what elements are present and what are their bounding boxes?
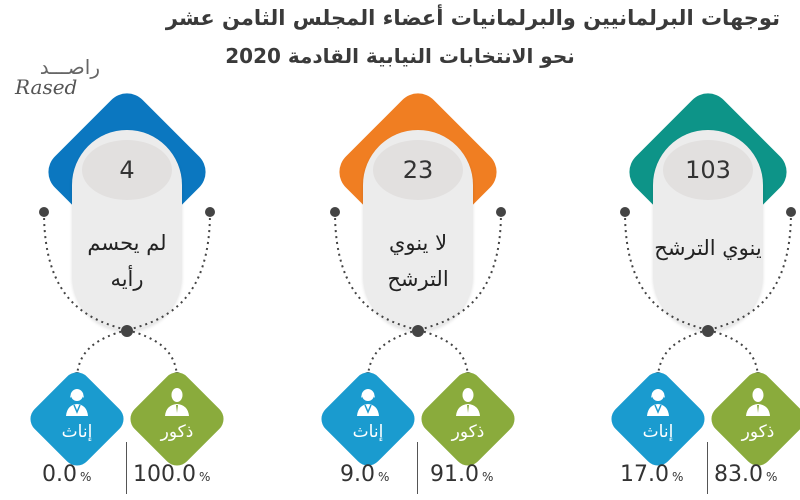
female-percent: 17.0% bbox=[620, 462, 684, 487]
not-running-label-line2: الترشح bbox=[387, 267, 449, 291]
male-label: ذكور bbox=[160, 422, 194, 442]
running-count: 103 bbox=[663, 140, 753, 200]
male-badge: ذكور bbox=[713, 386, 800, 442]
female-badge: إناث bbox=[32, 386, 122, 442]
connector-dot bbox=[330, 207, 340, 217]
connector-dot bbox=[121, 325, 133, 337]
divider bbox=[126, 442, 127, 494]
divider bbox=[707, 442, 708, 494]
female-badge: إناث bbox=[613, 386, 703, 442]
connector-lines-icon bbox=[624, 211, 792, 377]
female-label: إناث bbox=[642, 422, 674, 442]
female-person-icon bbox=[357, 389, 379, 416]
male-label: ذكور bbox=[451, 422, 485, 442]
connector-dot bbox=[205, 207, 215, 217]
connector-lines-icon bbox=[43, 211, 211, 377]
page-title-line2: نحو الانتخابات النيابية القادمة 2020 bbox=[225, 44, 575, 68]
group-undecided: 4 لم يحسم رأيه إناث ذكور 0.0% 100.0% bbox=[24, 84, 230, 500]
male-person-icon bbox=[456, 388, 480, 416]
running-label: ينوي الترشح bbox=[643, 230, 773, 266]
female-label: إناث bbox=[61, 422, 93, 442]
female-person-icon bbox=[66, 389, 88, 416]
male-badge: ذكور bbox=[132, 386, 222, 442]
undecided-label: لم يحسم رأيه bbox=[72, 225, 182, 297]
male-person-icon bbox=[746, 388, 770, 416]
rased-logo: راصـــد Rased bbox=[10, 55, 110, 99]
undecided-label-line1: لم يحسم bbox=[87, 231, 167, 255]
not-running-count: 23 bbox=[373, 140, 463, 200]
not-running-label-line1: لا ينوي bbox=[388, 231, 448, 255]
logo-arabic: راصـــد bbox=[39, 55, 100, 79]
undecided-count: 4 bbox=[82, 140, 172, 200]
connector-dot bbox=[496, 207, 506, 217]
connector-lines-icon bbox=[334, 211, 502, 377]
male-person-icon bbox=[165, 388, 189, 416]
connector-dot bbox=[786, 207, 796, 217]
female-label: إناث bbox=[352, 422, 384, 442]
group-not-running: 23 لا ينوي الترشح إناث ذكور 9.0% 91.0% bbox=[315, 84, 521, 500]
group-running: 103 ينوي الترشح إناث ذكور 17.0% 83.0% bbox=[605, 84, 800, 500]
divider bbox=[417, 442, 418, 494]
connector-dot bbox=[412, 325, 424, 337]
female-percent: 0.0% bbox=[42, 462, 92, 487]
not-running-label: لا ينوي الترشح bbox=[363, 225, 473, 297]
logo-english: Rased bbox=[15, 75, 78, 99]
female-person-icon bbox=[647, 389, 669, 416]
page-title-line1: توجهات البرلمانيين والبرلمانيات أعضاء ال… bbox=[165, 6, 780, 30]
female-badge: إناث bbox=[323, 386, 413, 442]
male-percent: 91.0% bbox=[430, 462, 494, 487]
running-label-line1: ينوي الترشح bbox=[654, 236, 762, 260]
male-percent: 100.0% bbox=[133, 462, 211, 487]
connector-dot bbox=[620, 207, 630, 217]
male-label: ذكور bbox=[741, 422, 775, 442]
undecided-label-line2: رأيه bbox=[110, 267, 144, 291]
male-badge: ذكور bbox=[423, 386, 513, 442]
male-percent: 83.0% bbox=[714, 462, 778, 487]
connector-dot bbox=[39, 207, 49, 217]
connector-dot bbox=[702, 325, 714, 337]
female-percent: 9.0% bbox=[340, 462, 390, 487]
